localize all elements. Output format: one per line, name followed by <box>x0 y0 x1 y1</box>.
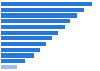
Bar <box>1 8 84 12</box>
Bar <box>1 31 58 35</box>
Bar <box>1 13 77 18</box>
Bar <box>1 2 92 6</box>
Bar <box>1 48 40 52</box>
Bar <box>1 25 64 29</box>
Bar <box>1 53 34 58</box>
Bar <box>1 65 17 69</box>
Bar <box>1 42 46 46</box>
Bar <box>1 59 25 63</box>
Bar <box>1 19 70 23</box>
Bar <box>1 36 52 40</box>
